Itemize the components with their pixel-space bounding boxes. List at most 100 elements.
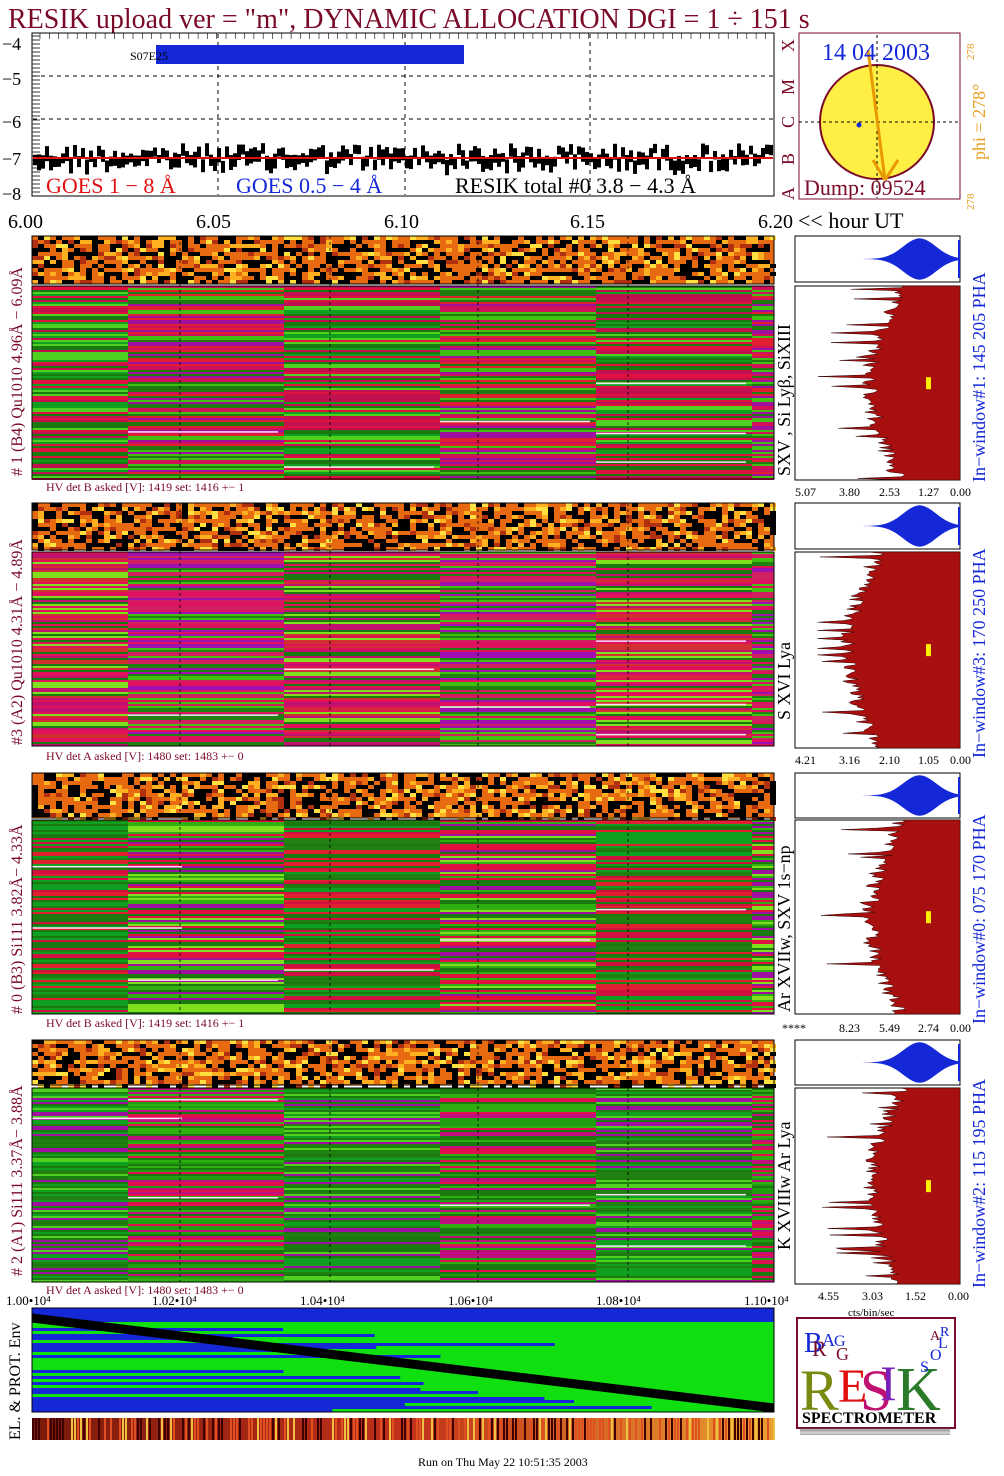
strip-cell	[290, 785, 296, 789]
map-row	[596, 338, 752, 340]
strip-cell	[56, 801, 62, 805]
map-row	[128, 846, 284, 848]
strip-cell	[536, 543, 542, 547]
strip-cell	[194, 264, 200, 268]
resik-point	[369, 146, 373, 159]
strip-cell	[272, 813, 278, 817]
map-row	[440, 298, 596, 300]
strip-cell	[296, 256, 302, 260]
strip-cell	[194, 793, 200, 797]
map-row	[32, 924, 128, 926]
strip-cell	[590, 781, 596, 785]
strip-cell	[542, 236, 548, 240]
strip-cell	[554, 777, 560, 781]
map-row	[284, 732, 440, 734]
strip-cell	[560, 781, 566, 785]
map-row	[32, 400, 128, 402]
strip-cell	[344, 272, 350, 276]
strip-cell	[170, 539, 176, 543]
map-row	[284, 1002, 440, 1004]
strip-cell	[218, 797, 224, 801]
strip-cell	[74, 773, 80, 777]
map-row	[596, 930, 752, 932]
map-row	[284, 892, 440, 894]
strip-cell	[482, 268, 488, 272]
map-row	[752, 700, 774, 702]
map-row	[128, 920, 284, 922]
map-row	[440, 364, 596, 366]
strip-cell	[410, 260, 416, 264]
map-row	[284, 476, 440, 478]
strip-cell	[314, 507, 320, 511]
map-row	[440, 940, 596, 942]
strip-cell	[476, 777, 482, 781]
strip-cell	[158, 793, 164, 797]
strip-cell	[380, 809, 386, 813]
map-row	[32, 886, 128, 888]
map-row	[440, 730, 596, 732]
strip-cell	[170, 268, 176, 272]
strip-cell	[326, 781, 332, 785]
strip-cell	[236, 547, 242, 551]
resik-point	[205, 143, 209, 157]
map-row	[128, 708, 284, 710]
strip-cell	[68, 535, 74, 539]
map-row	[128, 732, 284, 734]
map-highlight	[128, 714, 278, 716]
map-row	[752, 996, 774, 998]
map-row	[752, 358, 774, 360]
strip-cell	[128, 531, 134, 535]
map-row	[128, 464, 284, 466]
strip-cell	[692, 797, 698, 801]
map-row	[752, 976, 774, 978]
resik-point	[157, 155, 161, 164]
strip-cell	[158, 280, 164, 284]
strip-cell	[56, 1044, 62, 1048]
map-row	[32, 616, 128, 618]
strip-cell	[548, 781, 554, 785]
map-row	[752, 346, 774, 348]
strip-cell	[644, 813, 650, 817]
map-row	[752, 706, 774, 708]
strip-cell	[524, 789, 530, 793]
strip-cell	[158, 785, 164, 789]
strip-cell	[674, 531, 680, 535]
map-row	[440, 732, 596, 734]
map-row	[596, 294, 752, 296]
map-row	[596, 354, 752, 356]
strip-cell	[188, 519, 194, 523]
map-row	[284, 294, 440, 296]
strip-cell	[728, 789, 734, 793]
strip-cell	[236, 515, 242, 519]
map-row	[284, 994, 440, 996]
strip-cell	[656, 539, 662, 543]
strip-cell	[164, 256, 170, 260]
strip-cell	[230, 503, 236, 507]
strip-cell	[602, 503, 608, 507]
strip-cell	[254, 785, 260, 789]
strip-cell	[344, 236, 350, 240]
resik-point	[633, 160, 637, 174]
strip-cell	[512, 547, 518, 551]
strip-cell	[728, 535, 734, 539]
strip-cell	[470, 793, 476, 797]
strip-cell	[110, 272, 116, 276]
map-row	[128, 358, 284, 360]
map-row	[596, 838, 752, 840]
map-row	[596, 856, 752, 858]
strip-cell	[326, 252, 332, 256]
map-row	[128, 384, 284, 386]
strip-cell	[686, 507, 692, 511]
strip-cell	[644, 785, 650, 789]
strip-cell	[230, 1044, 236, 1048]
map-row	[440, 376, 596, 378]
strip-cell	[98, 535, 104, 539]
map-row	[128, 840, 284, 842]
map-row	[440, 874, 596, 876]
map-row	[596, 442, 752, 444]
map-row	[284, 894, 440, 896]
strip-cell	[50, 813, 56, 817]
strip-cell	[176, 519, 182, 523]
map-row	[596, 824, 752, 826]
strip-cell	[578, 781, 584, 785]
